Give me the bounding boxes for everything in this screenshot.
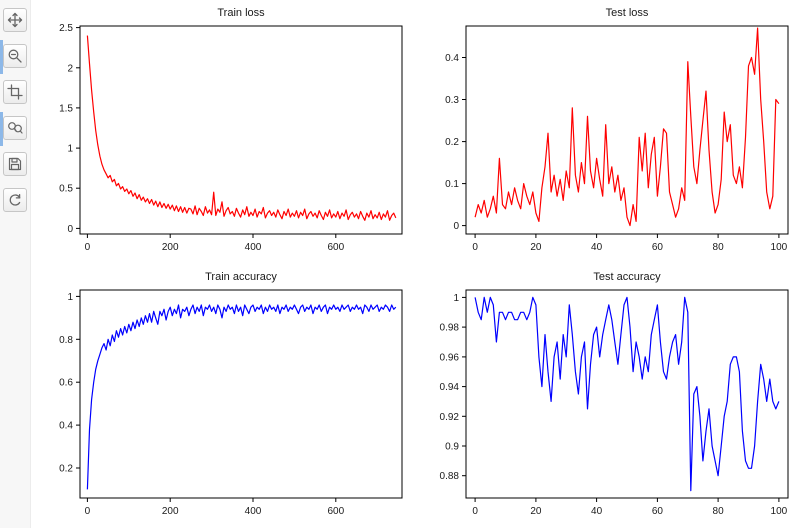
svg-text:0.2: 0.2: [445, 137, 459, 148]
chart-title: Test loss: [605, 7, 649, 19]
chart-title: Test accuracy: [593, 271, 661, 283]
svg-text:0.88: 0.88: [440, 471, 460, 482]
svg-text:200: 200: [162, 506, 179, 517]
zoom-button[interactable]: [3, 44, 27, 68]
svg-text:0.6: 0.6: [59, 378, 73, 389]
svg-text:400: 400: [245, 242, 262, 253]
zoom-to-rect-button[interactable]: [3, 80, 27, 104]
svg-text:100: 100: [771, 506, 788, 517]
loupe-pair-icon: [8, 122, 23, 134]
pan-button[interactable]: [3, 8, 27, 32]
test-accuracy-chart: Test accuracy 0 20 40 60 80 100 0.88 0.9 0.92 0.9…: [416, 264, 802, 528]
refresh-button[interactable]: [3, 188, 27, 212]
svg-text:0.2: 0.2: [59, 464, 73, 475]
svg-text:80: 80: [713, 506, 725, 517]
chart-title: Train loss: [217, 7, 265, 19]
svg-text:40: 40: [591, 506, 603, 517]
plot-svg: 0 20 40 60 80 100 0 0.1 0.2 0.3 0.4: [445, 25, 789, 253]
refresh-icon: [9, 193, 21, 206]
svg-text:0.4: 0.4: [59, 421, 73, 432]
svg-text:100: 100: [771, 242, 788, 253]
svg-text:0.1: 0.1: [445, 179, 459, 190]
svg-text:0: 0: [67, 224, 73, 235]
svg-text:0.8: 0.8: [59, 335, 73, 346]
svg-text:600: 600: [327, 242, 344, 253]
chart-title: Train accuracy: [205, 271, 277, 283]
svg-text:0: 0: [85, 242, 91, 253]
save-icon: [8, 157, 22, 171]
svg-text:20: 20: [530, 506, 542, 517]
figure-canvas: Train loss 0 200 400 600 0 0.5 1 1.5 2 2.5 Test l…: [30, 0, 802, 528]
test-loss-chart: Test loss 0 20 40 60 80 100 0 0.1 0.2 0.3 0.4: [416, 0, 802, 264]
pan-icon: [7, 12, 23, 28]
svg-text:0.98: 0.98: [440, 323, 460, 334]
svg-text:0.94: 0.94: [440, 382, 460, 393]
svg-text:0: 0: [453, 221, 459, 232]
svg-text:1.5: 1.5: [59, 103, 73, 114]
svg-text:20: 20: [530, 242, 542, 253]
svg-text:0.5: 0.5: [59, 184, 73, 195]
plot-svg: 0 200 400 600 0 0.5 1 1.5 2 2.5: [59, 23, 403, 253]
svg-text:0.92: 0.92: [440, 412, 460, 423]
svg-text:2.5: 2.5: [59, 23, 73, 34]
svg-text:80: 80: [713, 242, 725, 253]
save-button[interactable]: [3, 152, 27, 176]
svg-text:0: 0: [472, 506, 478, 517]
train-loss-chart: Train loss 0 200 400 600 0 0.5 1 1.5 2 2.5: [30, 0, 416, 264]
svg-text:40: 40: [591, 242, 603, 253]
svg-text:400: 400: [245, 506, 262, 517]
svg-text:1: 1: [67, 144, 73, 155]
crop-icon: [7, 84, 23, 100]
svg-text:200: 200: [162, 242, 179, 253]
svg-text:0: 0: [85, 506, 91, 517]
figure-toolbar: [0, 0, 31, 528]
inspect-button[interactable]: [3, 116, 27, 140]
svg-text:0.96: 0.96: [440, 352, 460, 363]
svg-text:0: 0: [472, 242, 478, 253]
svg-text:60: 60: [652, 242, 664, 253]
zoom-icon: [8, 49, 22, 63]
svg-text:2: 2: [67, 63, 73, 74]
svg-text:1: 1: [453, 293, 459, 304]
svg-text:0.3: 0.3: [445, 95, 459, 106]
plot-svg: 0 200 400 600 0.2 0.4 0.6 0.8 1: [59, 289, 403, 517]
toolbar-accent-top: [0, 40, 3, 74]
svg-text:0.9: 0.9: [445, 442, 459, 453]
svg-text:600: 600: [327, 506, 344, 517]
svg-text:0.4: 0.4: [445, 53, 459, 64]
toolbar-accent-bottom: [0, 112, 3, 146]
train-accuracy-chart: Train accuracy 0 200 400 600 0.2 0.4 0.6 0.8 1: [30, 264, 416, 528]
plot-svg: 0 20 40 60 80 100 0.88 0.9 0.92 0.94 0.96 0.98 1: [440, 289, 789, 517]
svg-text:60: 60: [652, 506, 664, 517]
svg-text:1: 1: [67, 292, 73, 303]
